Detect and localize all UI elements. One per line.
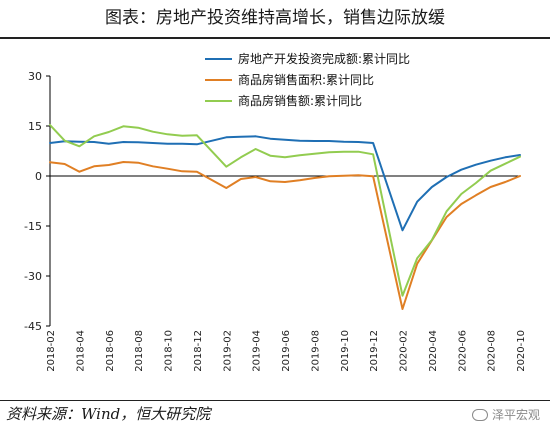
- legend-label: 商品房销售额:累计同比: [238, 93, 362, 108]
- x-tick-label: 2020-02: [399, 330, 410, 372]
- chart-axes: 30 15 0 -15 -30 -45 2018-02 2018-04 2018-06 2018-…: [24, 70, 527, 372]
- chart-series: [49, 124, 521, 310]
- x-tick-label: 2020-10: [516, 330, 527, 372]
- x-tick-label: 2019-08: [310, 330, 321, 372]
- x-tick-label: 2018-10: [164, 330, 175, 372]
- x-tick-label: 2019-10: [340, 330, 351, 372]
- series-line: [49, 135, 521, 232]
- x-tick-label: 2018-04: [75, 330, 86, 372]
- x-tick-label: 2019-12: [369, 330, 380, 372]
- legend-label: 房地产开发投资完成额:累计同比: [238, 51, 410, 66]
- footer-divider: [0, 400, 550, 401]
- series-line: [49, 124, 521, 297]
- watermark: 泽平宏观: [471, 406, 540, 423]
- y-tick-label: -45: [24, 320, 42, 333]
- line-chart: 30 15 0 -15 -30 -45 2018-02 2018-04 2018-06 2018-…: [24, 51, 527, 372]
- legend-label: 商品房销售面积:累计同比: [238, 72, 374, 87]
- x-tick-label: 2018-12: [193, 330, 204, 372]
- series-line: [49, 161, 521, 310]
- y-tick-label: 0: [35, 170, 42, 183]
- x-tick-label: 2018-02: [46, 330, 57, 372]
- source-note: 资料来源：Wind，恒大研究院: [6, 405, 211, 423]
- wechat-icon: [471, 408, 488, 421]
- x-tick-label: 2018-08: [134, 330, 145, 372]
- x-tick-label: 2020-08: [487, 330, 498, 372]
- watermark-text: 泽平宏观: [491, 408, 540, 422]
- x-tick-label: 2020-06: [457, 330, 468, 372]
- y-tick-label: -15: [24, 220, 42, 233]
- x-tick-label: 2020-04: [428, 330, 439, 372]
- x-tick-label: 2019-06: [281, 330, 292, 372]
- y-tick-label: 30: [28, 70, 42, 83]
- y-tick-label: 15: [28, 120, 42, 133]
- x-tick-label: 2019-02: [222, 330, 233, 372]
- y-tick-label: -30: [24, 270, 42, 283]
- title-divider: [0, 37, 550, 39]
- x-tick-label: 2019-04: [252, 330, 263, 372]
- x-tick-label: 2018-06: [105, 330, 116, 372]
- chart-title: 图表：房地产投资维持高增长，销售边际放缓: [105, 8, 445, 28]
